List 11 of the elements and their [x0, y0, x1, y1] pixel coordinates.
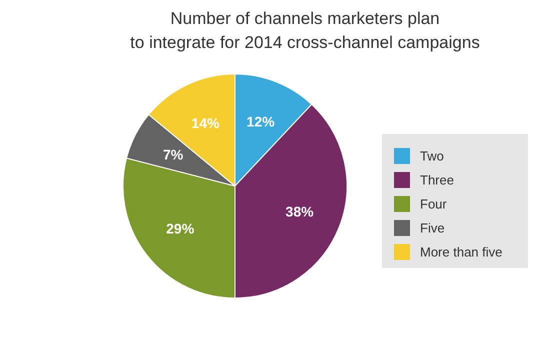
legend-label: Two [420, 148, 444, 164]
legend-label: Three [420, 172, 454, 188]
data-label: 14% [191, 115, 220, 132]
legend-label: Four [420, 196, 448, 212]
data-label: 7% [163, 146, 184, 162]
data-label: 12% [246, 113, 276, 130]
data-label: 38% [286, 203, 314, 220]
legend-label: More than five [420, 244, 502, 260]
chart-title: Number of channels marketers plan to integrate for 2014 cross-channel campaigns [130, 9, 480, 52]
legend-label: Five [420, 220, 445, 236]
data-label: 29% [166, 220, 195, 236]
